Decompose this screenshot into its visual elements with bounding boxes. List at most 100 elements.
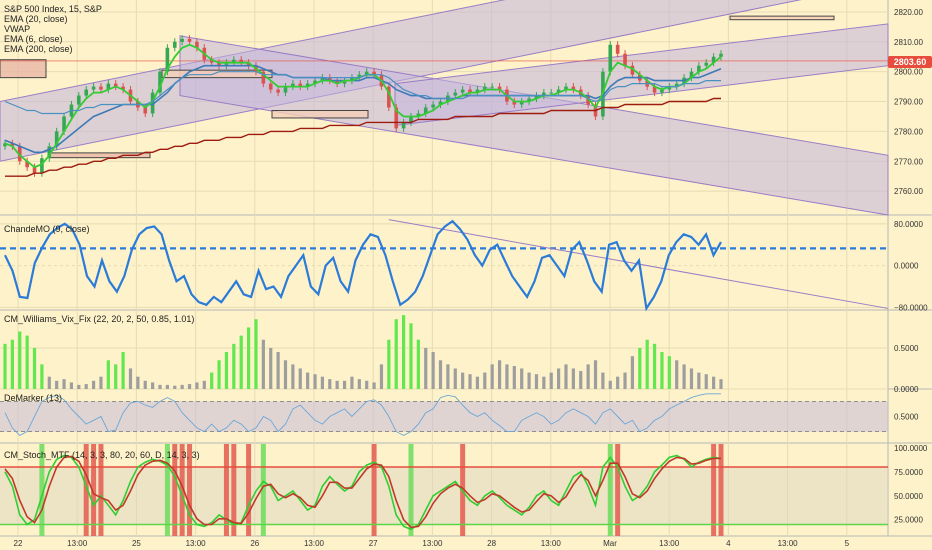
vix-fix-pane[interactable]: [3, 315, 723, 389]
vix-tick-label: 0.5000: [894, 344, 919, 353]
vix-bar: [239, 335, 243, 389]
price-legend: S&P 500 Index, 15, S&P EMA (20, close) V…: [4, 4, 102, 54]
vix-bar: [616, 376, 620, 389]
stoch-d-line: [4, 455, 721, 529]
vix-bar: [512, 366, 516, 389]
candle-body: [143, 107, 148, 114]
candle-body: [571, 86, 576, 90]
axes: 22 13:00 25 13:00 26 13:00 27 13:00 28 13:00 Mar 13…: [14, 8, 929, 548]
stoch-pane[interactable]: [0, 444, 888, 536]
stoch-signal-bar: [408, 444, 414, 536]
zone-box: [271, 109, 369, 119]
vix-bar: [55, 380, 59, 389]
vix-bar: [224, 352, 229, 389]
time-tick-label: 27: [369, 539, 378, 548]
candle-body: [187, 38, 192, 42]
cmo-tick-label: 80.0000: [894, 220, 923, 229]
vix-bar: [675, 360, 679, 389]
candle-body: [431, 104, 435, 108]
vix-bar: [269, 347, 273, 389]
stoch-band: [0, 467, 888, 525]
vix-bar: [276, 352, 280, 389]
stoch-signal-bar: [718, 444, 724, 536]
price-tick-label: 2800.00: [894, 68, 923, 77]
time-tick-label: 13:00: [304, 539, 325, 548]
vix-bar: [682, 364, 686, 389]
vix-bar: [335, 380, 339, 389]
time-tick-label: 4: [726, 539, 731, 548]
cmo-tick-label: 0.0000: [894, 262, 919, 271]
candle-body: [261, 71, 266, 84]
candle-body: [25, 161, 29, 168]
time-tick-label: 25: [132, 539, 141, 548]
vix-bar: [3, 343, 7, 389]
demarker-title: DeMarker (13): [4, 393, 63, 403]
candle-body: [704, 62, 709, 66]
candle-body: [512, 101, 517, 105]
vix-bar: [246, 327, 251, 389]
time-tick-label: 13:00: [422, 539, 443, 548]
candle-body: [32, 167, 37, 174]
candle-body: [357, 74, 362, 78]
symbol-title: S&P 500 Index, 15, S&P: [4, 4, 102, 14]
ma-line-ema--200--close-: [5, 97, 721, 177]
vix-bar: [306, 372, 310, 389]
candle-body: [564, 86, 568, 90]
vix-bar: [660, 352, 664, 389]
stoch-signal-bar: [172, 444, 178, 536]
price-tick-label: 2770.00: [894, 157, 923, 166]
candle-body: [195, 41, 199, 48]
zone-box: [729, 15, 835, 21]
demarker-pane[interactable]: [0, 393, 888, 436]
vix-bar: [697, 372, 701, 389]
vix-bar: [490, 364, 494, 389]
vix-bar: [461, 372, 465, 389]
candle-body: [283, 86, 288, 93]
vix-bar: [261, 339, 265, 389]
vix-bar: [549, 372, 553, 389]
candle-body: [630, 65, 635, 75]
vix-bar: [557, 368, 561, 389]
candle-body: [549, 92, 554, 94]
candle-body: [394, 107, 399, 129]
candle-body: [608, 44, 613, 72]
candle-body: [313, 80, 317, 84]
candle-body: [320, 77, 325, 81]
vix-bar: [350, 376, 354, 389]
time-tick-label: 26: [250, 539, 259, 548]
time-tick-label: 28: [487, 539, 496, 548]
candle-body: [327, 77, 332, 81]
vix-bar: [298, 368, 302, 389]
vix-bar: [623, 372, 627, 389]
candle-body: [350, 77, 354, 81]
time-tick-label: 13:00: [541, 539, 562, 548]
candle-body: [180, 38, 184, 42]
chande-pane[interactable]: [0, 219, 889, 312]
vix-bar: [534, 374, 539, 389]
stoch-signal-bar: [187, 444, 193, 536]
vix-bar: [431, 352, 435, 389]
vix-bar: [424, 347, 428, 389]
vix-bar: [652, 343, 657, 389]
trend-channels: [0, 0, 889, 216]
candle-body: [40, 158, 44, 174]
price-pane[interactable]: [0, 35, 888, 177]
cmo-tick-label: −80.0000: [894, 303, 928, 312]
vix-bar: [372, 382, 376, 389]
candle-body: [84, 89, 88, 96]
stoch-signal-bar: [98, 444, 104, 536]
vix-bar: [77, 384, 81, 389]
vix-bar: [497, 360, 502, 389]
candle-body: [17, 146, 22, 162]
demarker-tick-label: 0.5000: [894, 413, 919, 422]
candle-body: [460, 89, 465, 93]
price-tick-label: 2780.00: [894, 127, 923, 136]
vix-bar: [667, 356, 671, 389]
vix-bar: [387, 339, 391, 389]
candle-body: [497, 86, 502, 90]
candle-body: [10, 143, 15, 147]
candle-body: [158, 71, 162, 93]
vix-bar: [719, 379, 723, 389]
vix-bar: [527, 372, 531, 389]
candle-body: [232, 59, 236, 63]
